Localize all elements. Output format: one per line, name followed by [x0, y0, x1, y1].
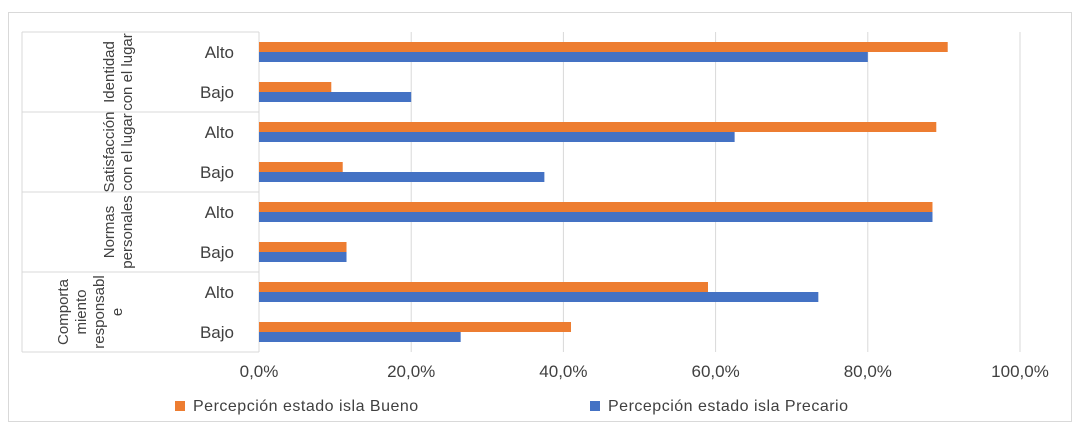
- bar-precario: [259, 52, 868, 62]
- bar-precario: [259, 252, 347, 262]
- category-label: Alto: [205, 283, 234, 302]
- group-label: Comporta: [55, 278, 72, 345]
- bar-bueno: [259, 282, 708, 292]
- group-label: con el lugar: [119, 33, 136, 111]
- category-label: Bajo: [200, 163, 234, 182]
- bar-bueno: [259, 82, 332, 92]
- bar-bueno: [259, 202, 933, 212]
- legend-label: Percepción estado isla Bueno: [193, 398, 419, 415]
- x-tick-label: 0,0%: [240, 362, 279, 381]
- x-tick-label: 80,0%: [844, 362, 892, 381]
- bar-precario: [259, 132, 735, 142]
- legend-swatch: [175, 401, 185, 411]
- bar-bueno: [259, 42, 948, 52]
- group-label: e: [109, 308, 126, 316]
- category-label: Bajo: [200, 243, 234, 262]
- group-label: Satisfacción: [101, 112, 118, 193]
- category-label: Bajo: [200, 323, 234, 342]
- x-tick-label: 40,0%: [539, 362, 587, 381]
- group-label: Normas: [101, 206, 118, 259]
- legend-label: Percepción estado isla Precario: [608, 398, 849, 415]
- bar-precario: [259, 212, 933, 222]
- group-label: responsabl: [91, 275, 108, 348]
- group-label: con el lugar: [119, 113, 136, 191]
- category-label: Bajo: [200, 83, 234, 102]
- bar-bueno: [259, 242, 347, 252]
- group-label: miento: [73, 289, 90, 334]
- bar-precario: [259, 292, 819, 302]
- category-label: Alto: [205, 123, 234, 142]
- x-tick-label: 20,0%: [387, 362, 435, 381]
- bar-bueno: [259, 322, 572, 332]
- group-label: personales: [119, 195, 136, 268]
- bar-bueno: [259, 162, 343, 172]
- bar-precario: [259, 332, 461, 342]
- bar-precario: [259, 172, 545, 182]
- bar-precario: [259, 92, 412, 102]
- legend-swatch: [590, 401, 600, 411]
- category-label: Alto: [205, 203, 234, 222]
- x-tick-label: 60,0%: [691, 362, 739, 381]
- group-label: Identidad: [101, 41, 118, 103]
- bar-bueno: [259, 122, 937, 132]
- category-label: Alto: [205, 43, 234, 62]
- x-tick-label: 100,0%: [991, 362, 1049, 381]
